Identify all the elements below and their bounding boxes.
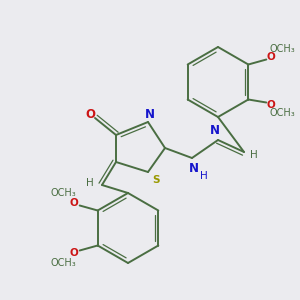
Text: O: O [85, 109, 95, 122]
Text: O: O [69, 248, 78, 257]
Text: O: O [267, 100, 276, 110]
Text: O: O [69, 199, 78, 208]
Text: N: N [189, 161, 199, 175]
Text: H: H [86, 178, 94, 188]
Text: OCH₃: OCH₃ [51, 257, 76, 268]
Text: OCH₃: OCH₃ [51, 188, 76, 199]
Text: O: O [267, 52, 276, 61]
Text: H: H [200, 171, 208, 181]
Text: N: N [210, 124, 220, 137]
Text: OCH₃: OCH₃ [269, 44, 295, 55]
Text: S: S [152, 175, 160, 185]
Text: H: H [250, 150, 258, 160]
Text: OCH₃: OCH₃ [269, 107, 295, 118]
Text: N: N [145, 107, 155, 121]
